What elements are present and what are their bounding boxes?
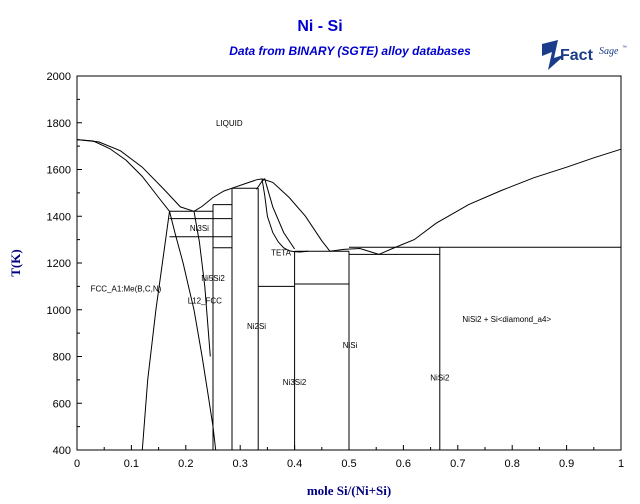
y-tick-label: 1800 bbox=[47, 118, 71, 130]
phase-boundary-line-4 bbox=[231, 178, 263, 189]
phase-boundary-line-12 bbox=[193, 211, 211, 357]
phase-boundary-line-8 bbox=[261, 178, 309, 253]
y-tick-label: 800 bbox=[53, 352, 71, 364]
y-tick-label: 1600 bbox=[47, 165, 71, 177]
phase-label: Ni2Si bbox=[247, 322, 266, 331]
phase-label: LIQUID bbox=[216, 119, 243, 128]
phase-boundary-line-2 bbox=[76, 139, 195, 212]
phase-boundary-line-1 bbox=[76, 139, 170, 212]
phase-label: Ni3Si2 bbox=[283, 378, 307, 387]
chart-title: Ni - Si bbox=[297, 18, 343, 35]
phase-label: NiSi bbox=[343, 341, 358, 350]
logo-tm: ™ bbox=[622, 45, 627, 51]
y-tick-label: 600 bbox=[53, 398, 71, 410]
phase-label: NiSi2 + Si<diamond_a4> bbox=[462, 315, 551, 324]
phase-label: L12_FCC bbox=[188, 296, 222, 305]
logo-brand-main: Fact bbox=[560, 47, 594, 64]
x-tick-label: 0.5 bbox=[341, 458, 356, 470]
x-tick-label: 0.4 bbox=[287, 458, 302, 470]
phase-boundaries bbox=[76, 139, 622, 451]
x-tick-label: 0 bbox=[74, 458, 80, 470]
phase-boundary-line-11 bbox=[169, 211, 217, 451]
phase-boundary-line-7 bbox=[378, 148, 622, 255]
phase-label: TETA bbox=[271, 248, 292, 257]
phase-label: Ni5Si2 bbox=[201, 274, 225, 283]
phase-boundary-line-9 bbox=[256, 178, 296, 250]
logo-swoosh-icon bbox=[542, 40, 566, 70]
phase-boundary-line-3 bbox=[193, 187, 233, 212]
y-tick-label: 1000 bbox=[47, 305, 71, 317]
chart-subtitle: Data from BINARY (SGTE) alloy databases bbox=[229, 44, 471, 58]
y-tick-label: 2000 bbox=[47, 71, 71, 83]
phase-label: NiSi2 bbox=[430, 374, 450, 383]
x-tick-label: 0.7 bbox=[450, 458, 465, 470]
x-tick-label: 0.1 bbox=[124, 458, 139, 470]
x-tick-label: 0.8 bbox=[505, 458, 520, 470]
x-axis-ticks: 0 0.1 0.2 0.3 0.4 0.5 0.6 0.7 0.8 0.9 1 bbox=[74, 445, 624, 470]
y-tick-label: 1200 bbox=[47, 258, 71, 270]
x-tick-label: 0.9 bbox=[559, 458, 574, 470]
y-tick-label: 400 bbox=[53, 445, 71, 457]
y-axis-ticks: 400 600 800 1000 1200 1400 1600 1800 2000 bbox=[47, 71, 82, 457]
phase-boundary-line-6 bbox=[329, 247, 380, 255]
phase-boundary-line-10 bbox=[141, 211, 170, 451]
x-tick-label: 0.3 bbox=[233, 458, 248, 470]
x-tick-label: 0.6 bbox=[396, 458, 411, 470]
x-tick-label: 1 bbox=[618, 458, 624, 470]
logo-brand-sup: Sage bbox=[599, 46, 619, 57]
phase-label: FCC_A1:Me(B,C,N) bbox=[91, 285, 162, 294]
x-tick-label: 0.2 bbox=[178, 458, 193, 470]
phase-label: Ni3Si bbox=[190, 224, 209, 233]
y-tick-label: 1400 bbox=[47, 211, 71, 223]
y-axis-label: T(K) bbox=[8, 249, 23, 276]
x-axis-label: mole Si/(Ni+Si) bbox=[307, 483, 391, 498]
factsage-logo: Fact Sage ™ bbox=[542, 40, 627, 70]
phase-boundary-line-5 bbox=[261, 178, 331, 252]
phase-labels: LIQUID Ni3Si Ni5Si2 TETA FCC_A1:Me(B,C,N) L12… bbox=[91, 119, 552, 387]
